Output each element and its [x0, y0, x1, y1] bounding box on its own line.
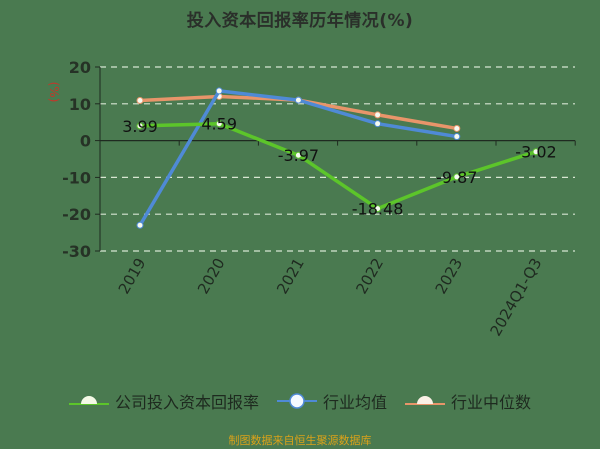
data-point[interactable]	[374, 205, 382, 213]
y-tick-label: -30	[62, 242, 91, 261]
data-label: -9.87	[436, 168, 477, 187]
data-label: -3.97	[278, 146, 319, 165]
legend-label: 行业均值	[322, 393, 387, 412]
data-label: 3.99	[122, 117, 158, 136]
y-axis-unit: (%)	[47, 82, 61, 103]
legend-label: 公司投入资本回报率	[114, 393, 259, 412]
y-tick-label: -20	[62, 205, 91, 224]
legend-marker-icon	[276, 393, 317, 409]
data-point[interactable]	[453, 124, 461, 132]
data-point[interactable]	[532, 148, 540, 156]
data-label: -3.02	[515, 143, 556, 162]
x-tick-label: 2021	[273, 255, 308, 297]
data-point[interactable]	[374, 111, 382, 119]
data-point[interactable]	[215, 87, 223, 95]
chart-title: 投入资本回报率历年情况(%)	[186, 11, 414, 31]
data-point[interactable]	[453, 173, 461, 181]
y-tick-label: 20	[69, 58, 91, 77]
data-point[interactable]	[294, 96, 302, 104]
data-point[interactable]	[294, 151, 302, 159]
data-point[interactable]	[215, 120, 223, 128]
legend-item-industry-avg[interactable]: 行业均值	[276, 389, 387, 413]
series-line	[139, 121, 537, 211]
data-point[interactable]	[453, 133, 461, 141]
data-source-note: 制图数据来自恒生聚源数据库	[228, 434, 372, 447]
legend-marker-icon	[68, 396, 109, 405]
legend-item-industry-median[interactable]: 行业中位数	[405, 389, 531, 413]
legend-item-company[interactable]: 公司投入资本回报率	[68, 389, 259, 413]
data-label: -18.48	[352, 200, 404, 219]
data-point[interactable]	[136, 96, 144, 104]
y-tick-label: 0	[80, 132, 91, 151]
x-tick-label: 2023	[432, 255, 467, 297]
data-point[interactable]	[136, 221, 144, 229]
data-point[interactable]	[374, 120, 382, 128]
x-tick-label: 2024Q1-Q3	[486, 255, 545, 339]
y-tick-label: 10	[69, 95, 91, 114]
legend-marker-icon	[405, 396, 445, 405]
y-tick-label: -10	[62, 168, 91, 187]
x-tick-label: 2022	[352, 255, 387, 297]
legend-label: 行业中位数	[451, 393, 532, 412]
data-point[interactable]	[136, 122, 144, 130]
chart-legend: 公司投入资本回报率 行业均值 行业中位数	[0, 389, 600, 413]
x-tick-label: 2019	[115, 255, 150, 297]
x-tick-label: 2020	[194, 255, 229, 297]
data-label: 4.59	[201, 115, 237, 134]
